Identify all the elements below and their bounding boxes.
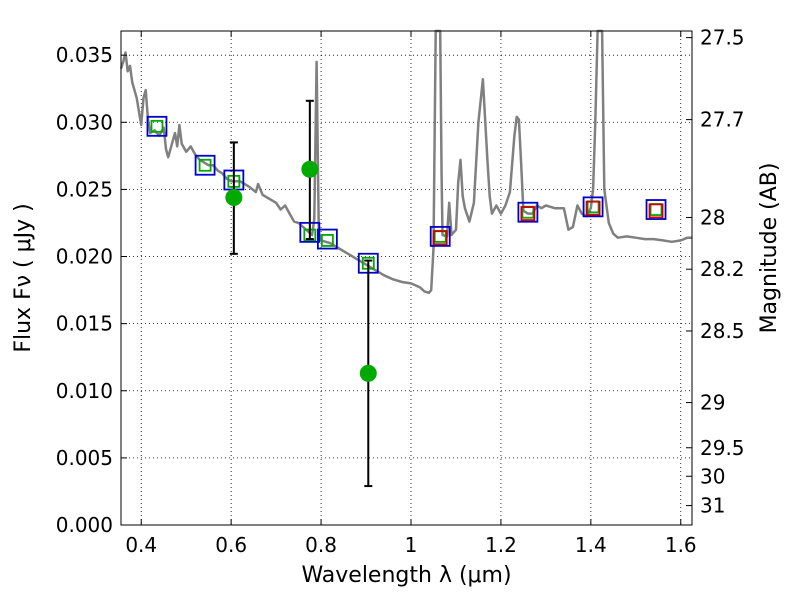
plot-frame — [120, 30, 693, 526]
x-tick-label: 1 — [405, 533, 418, 557]
y-tick-label: 0.020 — [56, 245, 113, 269]
grid-lines — [121, 31, 692, 525]
x-axis-label: Wavelength λ (μm) — [301, 563, 511, 588]
y2-tick-label: 28.2 — [700, 257, 745, 281]
square-marker — [520, 206, 536, 221]
square-marker — [150, 119, 164, 133]
square-marker — [198, 158, 212, 172]
square-marker — [648, 203, 664, 219]
y-tick-label: 0.000 — [56, 513, 113, 537]
square-marker — [582, 196, 604, 218]
axis-ticks: 0.4 0.6 0.8 1 1.2 1.4 1.6 0.000 0.005 0.010 0.015 0… — [56, 26, 745, 557]
y-tick-label: 0.010 — [56, 379, 113, 403]
square-marker — [645, 199, 667, 220]
x-tick-label: 0.4 — [125, 533, 157, 557]
square-marker — [146, 115, 168, 137]
square-marker — [316, 228, 338, 250]
y2-tick-label: 27.5 — [700, 26, 745, 50]
data-point — [301, 160, 319, 178]
y-tick-label: 0.025 — [56, 177, 113, 201]
y2-tick-label: 27.7 — [700, 108, 745, 132]
x-tick-label: 1.2 — [485, 533, 517, 557]
x-tick-label: 0.6 — [215, 533, 247, 557]
y-tick-label: 0.005 — [56, 446, 113, 470]
square-marker — [194, 154, 216, 176]
square-marker — [429, 225, 451, 247]
data-point — [225, 188, 243, 206]
y2-tick-label: 31 — [700, 494, 725, 518]
y-tick-label: 0.015 — [56, 312, 113, 336]
y-tick-label: 0.030 — [56, 110, 113, 134]
x-tick-label: 0.8 — [305, 533, 337, 557]
x-tick-label: 1.4 — [575, 533, 607, 557]
y-axis-label: Flux Fν ( μJy ) — [11, 203, 36, 352]
square-marker — [517, 201, 539, 223]
y2-axis-label: Magnitude (AB) — [757, 163, 782, 334]
y-tick-label: 0.035 — [56, 43, 113, 67]
square-marker — [585, 200, 601, 216]
x-tick-label: 1.6 — [665, 533, 697, 557]
square-marker — [432, 230, 448, 246]
plot-data — [119, 29, 692, 488]
y2-tick-label: 28 — [700, 205, 725, 229]
data-point — [359, 364, 377, 382]
y2-tick-label: 28.5 — [700, 319, 745, 343]
y2-tick-label: 30 — [700, 464, 725, 488]
y2-tick-label: 29 — [700, 391, 725, 415]
sed-line — [119, 29, 692, 295]
square-marker — [320, 234, 334, 247]
square-marker — [649, 203, 663, 216]
y2-tick-label: 29.5 — [700, 436, 745, 460]
